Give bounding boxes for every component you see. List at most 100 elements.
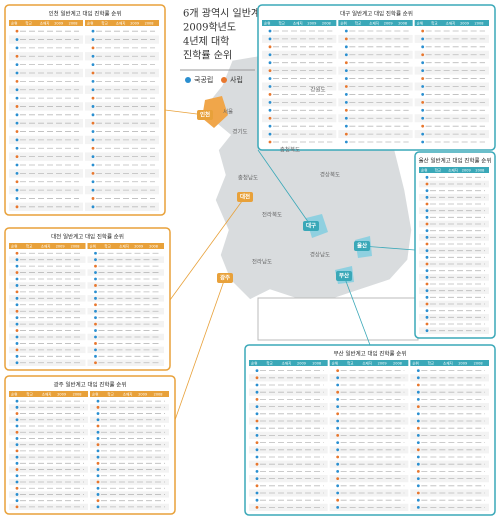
row-dot [268,140,272,144]
row-dot [96,468,100,471]
row-dot [96,461,100,465]
row-dot [336,419,340,423]
row-dot [425,249,429,253]
city-label: 대전 [240,193,250,201]
table-header [262,20,337,26]
row-dot [425,235,429,239]
row-dot [344,53,348,57]
row-dot [425,255,429,259]
row-dot [421,100,425,104]
row-dot [344,132,348,136]
row-dot [96,505,100,509]
header-cell: 2009 [458,361,467,365]
row-stripe [9,85,83,94]
row-stripe [338,50,413,59]
row-dot [15,79,19,83]
row-stripe [338,34,413,43]
row-stripe [262,66,337,75]
row-dot [94,303,97,307]
header-cell: 순위 [264,20,270,25]
header-cell: 학교 [101,20,108,25]
row-dot [91,163,95,167]
city-marker [197,110,213,120]
row-dot [421,132,425,136]
row-dot [15,455,19,459]
row-dot [425,222,429,226]
row-dot [336,405,340,408]
row-dot [425,189,429,193]
row-dot [344,69,348,73]
row-dot [94,329,97,332]
row-dot [344,93,348,96]
header-cell: 2008 [322,21,331,25]
row-stripe [85,169,159,178]
row-dot [15,284,19,287]
row-dot [255,477,259,480]
row-dot [425,202,429,206]
row-dot [15,505,19,509]
row-dot [96,493,100,496]
row-dot [15,258,19,262]
region-label: 경상남도 [310,251,330,259]
row-dot [421,69,425,73]
row-dot [91,63,95,67]
row-stripe [262,82,337,91]
row-stripe [85,68,159,78]
row-dot [15,361,19,365]
row-stripe [262,50,337,59]
row-dot [416,390,420,394]
row-dot [15,171,19,175]
row-dot [96,443,100,447]
row-dot [96,437,100,440]
city-label: 대구 [306,222,316,230]
row-dot [336,484,340,488]
header-cell: 소재지 [42,391,52,396]
row-dot [268,69,272,73]
leader-line [169,196,246,301]
row-dot [421,116,425,120]
row-dot [336,441,340,444]
header-cell: 학교 [104,243,111,248]
header-cell: 순위 [92,391,98,396]
row-stripe [85,152,159,161]
title-line: 2009학년도 [183,22,236,34]
region-label: 전라남도 [252,258,272,266]
header-cell: 학교 [278,20,285,25]
region-label: 충청남도 [238,174,258,182]
row-stripe [262,130,337,139]
row-dot [15,309,19,313]
row-dot [15,105,19,108]
row-dot [336,448,340,452]
header-cell: 순위 [412,360,418,365]
table-header [414,20,489,26]
row-dot [336,383,340,387]
row-dot [336,434,340,437]
row-dot [416,448,420,452]
row-dot [416,484,420,488]
row-dot [268,53,272,57]
row-dot [15,342,19,345]
table-header [329,360,409,366]
row-dot [15,399,19,403]
row-dot [268,93,272,96]
row-dot [15,180,19,184]
row-dot [15,63,19,67]
table-header [9,391,88,397]
row-dot [15,71,19,75]
header-cell: 소재지 [293,20,303,25]
row-dot [425,295,429,299]
row-dot [416,491,420,495]
row-dot [94,316,97,320]
header-cell: 순위 [90,243,96,248]
header-cell: 순위 [332,360,338,365]
row-dot [94,284,97,287]
row-stripe [414,82,489,91]
row-stripe [9,169,83,178]
row-dot [344,108,348,112]
row-dot [268,108,272,112]
row-dot [336,498,340,502]
row-dot [15,418,19,422]
row-dot [255,462,259,466]
header-cell: 2009 [378,361,387,365]
